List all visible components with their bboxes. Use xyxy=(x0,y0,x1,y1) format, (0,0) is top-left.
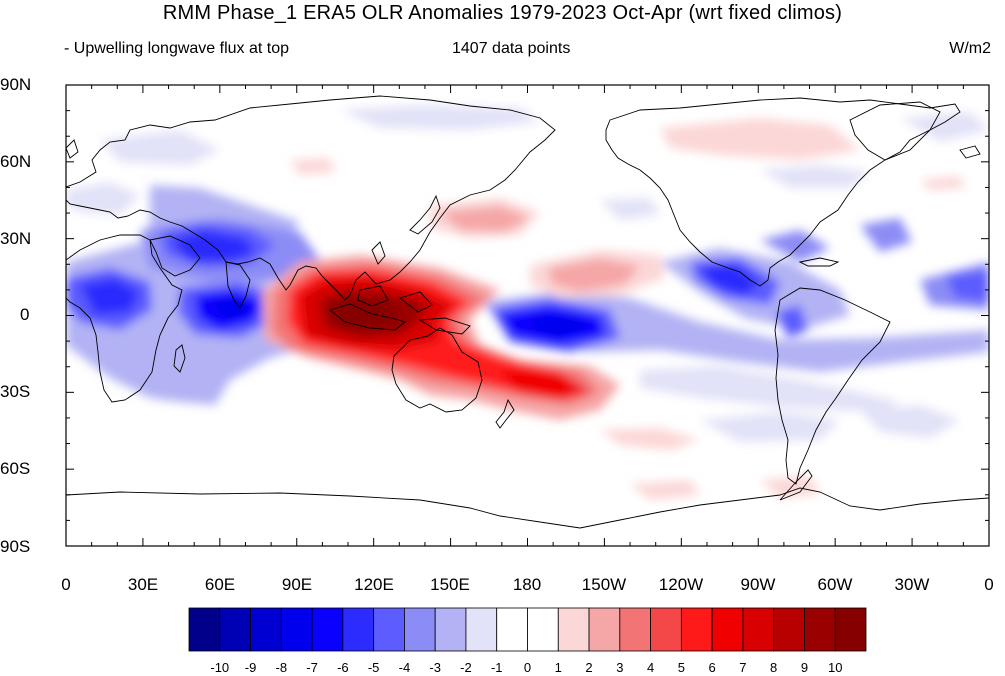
colorbar xyxy=(188,607,867,652)
colorbar-label: 10 xyxy=(827,660,843,675)
colorbar-swatch xyxy=(496,607,528,652)
colorbar-swatch xyxy=(434,607,467,652)
colorbar-label: -9 xyxy=(244,660,257,675)
colorbar-swatch xyxy=(711,607,744,652)
data-points-count: 1407 data points xyxy=(452,40,571,57)
colorbar-label: -2 xyxy=(460,660,472,675)
lon-label-150w: 150W xyxy=(581,575,627,594)
lon-label-0-east: 0 xyxy=(984,575,994,594)
colorbar-label: 8 xyxy=(770,660,778,675)
colorbar-swatch xyxy=(804,607,836,652)
colorbar-swatch xyxy=(311,607,344,652)
lat-label-0: 0 xyxy=(20,305,30,324)
colorbar-label: -4 xyxy=(398,660,411,675)
colorbar-label: 0 xyxy=(523,660,532,675)
lon-label-0: 0 xyxy=(61,575,71,594)
colorbar-swatch xyxy=(404,607,436,652)
lon-label-30w: 30W xyxy=(894,575,930,594)
colorbar-swatch xyxy=(742,607,775,652)
variable-description: - Upwelling longwave flux at top xyxy=(64,40,290,57)
lon-label-150e: 150E xyxy=(430,575,470,594)
colorbar-label: 1 xyxy=(554,660,562,675)
colorbar-swatch xyxy=(188,607,221,652)
lon-label-180: 180 xyxy=(512,575,542,594)
colorbar-swatch xyxy=(219,607,251,652)
anomaly-field xyxy=(66,85,989,546)
lon-label-60e: 60E xyxy=(204,575,236,594)
colorbar-swatch xyxy=(557,607,590,652)
colorbar-label: -5 xyxy=(367,660,380,675)
colorbar-label: -3 xyxy=(429,660,441,675)
lon-label-120w: 120W xyxy=(658,575,704,594)
lon-label-60w: 60W xyxy=(817,575,853,594)
colorbar-swatch xyxy=(465,607,498,652)
colorbar-label: 4 xyxy=(646,660,655,675)
colorbar-swatch xyxy=(619,607,651,652)
colorbar-label: 3 xyxy=(616,660,624,675)
colorbar-swatch xyxy=(373,607,405,652)
colorbar-swatch xyxy=(650,607,682,652)
map-title: RMM Phase_1 ERA5 OLR Anomalies 1979-2023… xyxy=(162,2,843,24)
colorbar-swatch xyxy=(773,607,805,652)
lat-label-90n: 90N xyxy=(0,75,32,94)
colorbar-label: -7 xyxy=(306,660,318,675)
colorbar-label: 5 xyxy=(677,660,685,675)
axis-ticks xyxy=(65,84,990,547)
colorbar-label: 6 xyxy=(708,660,716,675)
lon-label-90w: 90W xyxy=(740,575,776,594)
lat-label-30s: 30S xyxy=(0,382,31,401)
colorbar-label: -1 xyxy=(490,660,503,675)
lat-label-30n: 30N xyxy=(0,229,32,248)
lat-label-90s: 90S xyxy=(0,537,31,556)
colorbar-label: -8 xyxy=(275,660,288,675)
colorbar-label: 9 xyxy=(800,660,809,675)
lon-label-30e: 30E xyxy=(127,575,159,594)
colorbar-swatch xyxy=(588,607,621,652)
colorbar-label: -10 xyxy=(210,660,230,675)
colorbar-label: -6 xyxy=(337,660,349,675)
colorbar-swatch xyxy=(680,607,713,652)
colorbar-swatch xyxy=(250,607,282,652)
lat-label-60n: 60N xyxy=(0,152,32,171)
coastlines xyxy=(66,95,989,529)
lon-label-120e: 120E xyxy=(354,575,394,594)
colorbar-label: 7 xyxy=(739,660,747,675)
lon-label-90e: 90E xyxy=(281,575,313,594)
units-label: W/m2 xyxy=(949,40,991,57)
colorbar-swatch xyxy=(527,607,559,652)
colorbar-swatch xyxy=(834,607,867,652)
colorbar-swatch xyxy=(280,607,313,652)
colorbar-swatch xyxy=(342,607,375,652)
lat-label-60s: 60S xyxy=(0,459,31,478)
colorbar-label: 2 xyxy=(585,660,593,675)
